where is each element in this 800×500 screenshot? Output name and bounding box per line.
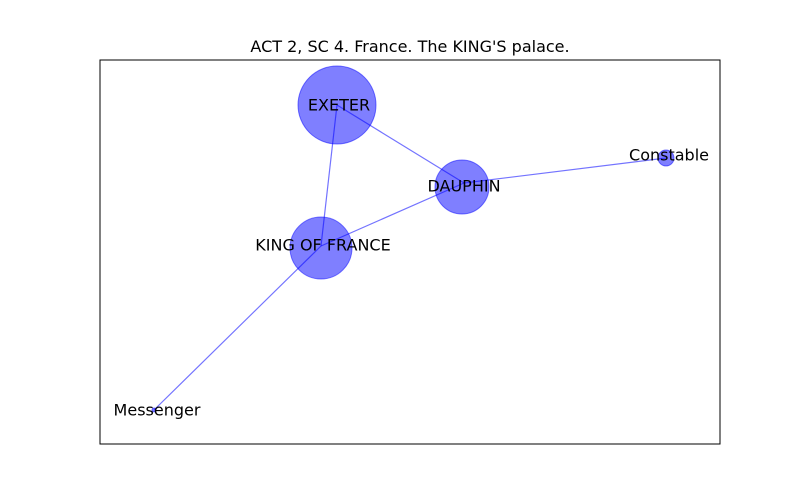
node-label-messenger: Messenger bbox=[114, 401, 201, 420]
edge-dauphin-constable bbox=[463, 157, 667, 184]
label-layer: EXETER DAUPHIN Constable KING OF FRANCE Mess… bbox=[114, 96, 709, 420]
node-exeter bbox=[297, 65, 377, 145]
node-label-dauphin: DAUPHIN bbox=[427, 177, 500, 196]
plot-frame bbox=[99, 59, 721, 445]
edge-king-messenger bbox=[153, 245, 322, 411]
node-dauphin bbox=[434, 159, 490, 215]
node-messenger bbox=[151, 407, 157, 413]
node-label-constable: Constable bbox=[629, 146, 709, 165]
node-constable bbox=[657, 149, 675, 167]
node-king bbox=[289, 216, 353, 280]
node-label-king: KING OF FRANCE bbox=[255, 236, 390, 255]
node-layer bbox=[151, 65, 675, 413]
node-label-exeter: EXETER bbox=[308, 96, 370, 115]
figure-title: ACT 2, SC 4. France. The KING'S palace. bbox=[250, 37, 569, 56]
